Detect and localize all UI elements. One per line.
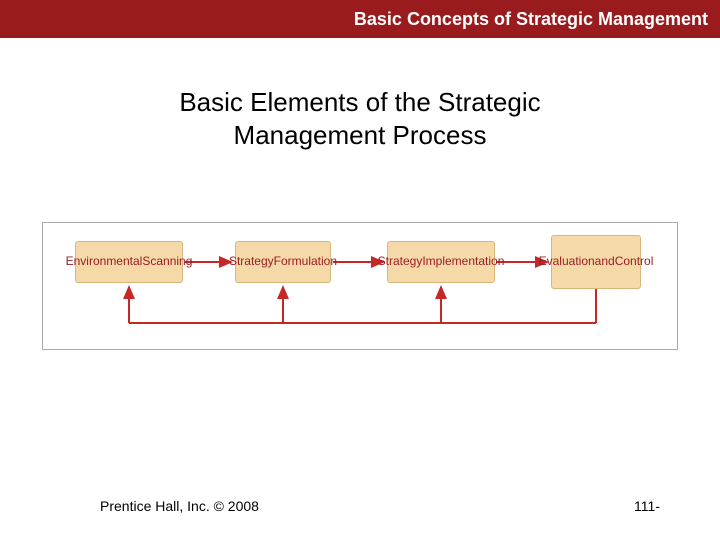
footer: Prentice Hall, Inc. © 2008 111- [0, 498, 720, 514]
flow-node-n1: EnvironmentalScanning [75, 241, 183, 283]
flow-node-n4: EvaluationandControl [551, 235, 641, 289]
flowchart-frame: EnvironmentalScanning StrategyFormulation… [42, 222, 678, 350]
flow-node-n2: StrategyFormulation [235, 241, 331, 283]
slide-title-line2: Management Process [0, 119, 720, 152]
header-title: Basic Concepts of Strategic Management [354, 9, 708, 30]
footer-copyright: Prentice Hall, Inc. © 2008 [100, 498, 259, 514]
header-bar: Basic Concepts of Strategic Management [0, 0, 720, 38]
slide-title: Basic Elements of the Strategic Manageme… [0, 86, 720, 151]
footer-page-number: 111- [634, 498, 660, 514]
slide-title-line1: Basic Elements of the Strategic [0, 86, 720, 119]
flow-node-n3: StrategyImplementation [387, 241, 495, 283]
